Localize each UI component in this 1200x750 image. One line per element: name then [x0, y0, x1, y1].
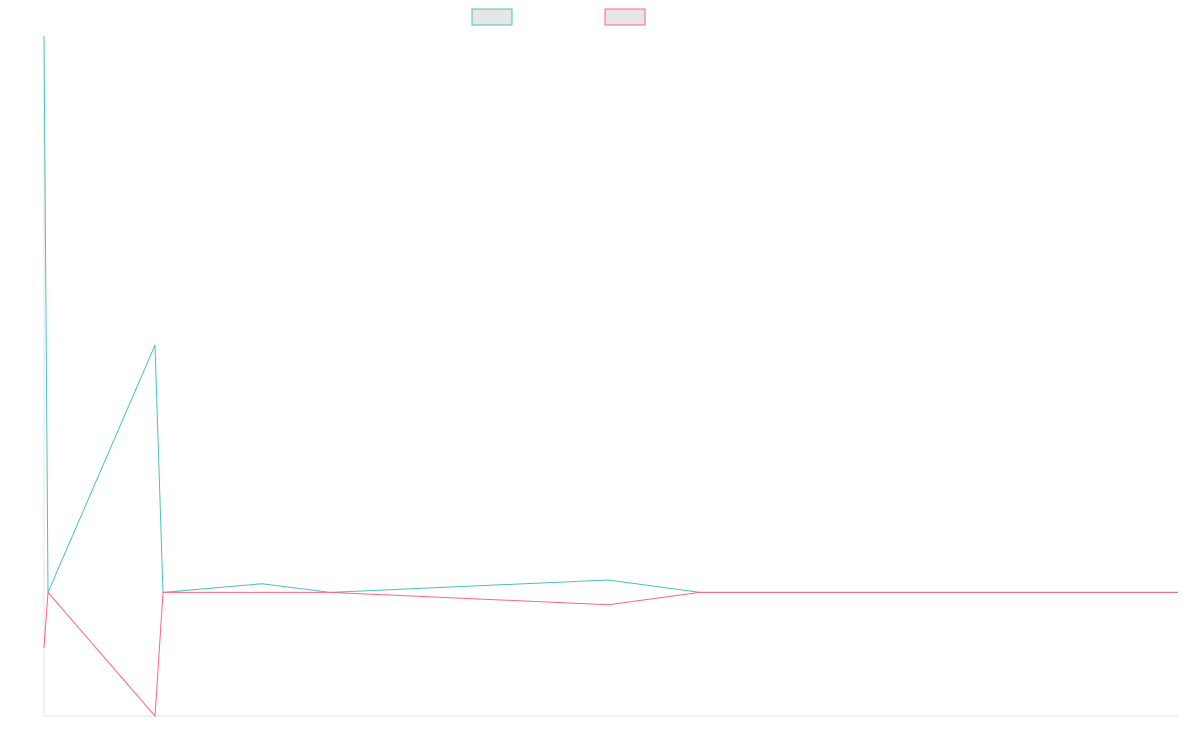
series-line-1 [43, 35, 1178, 593]
series-line-2 [43, 591, 1178, 718]
axes [43, 36, 1178, 717]
legend [471, 8, 646, 26]
legend-swatch-2[interactable] [604, 8, 646, 26]
legend-swatch-1[interactable] [471, 8, 513, 26]
plot-area [43, 35, 1178, 718]
